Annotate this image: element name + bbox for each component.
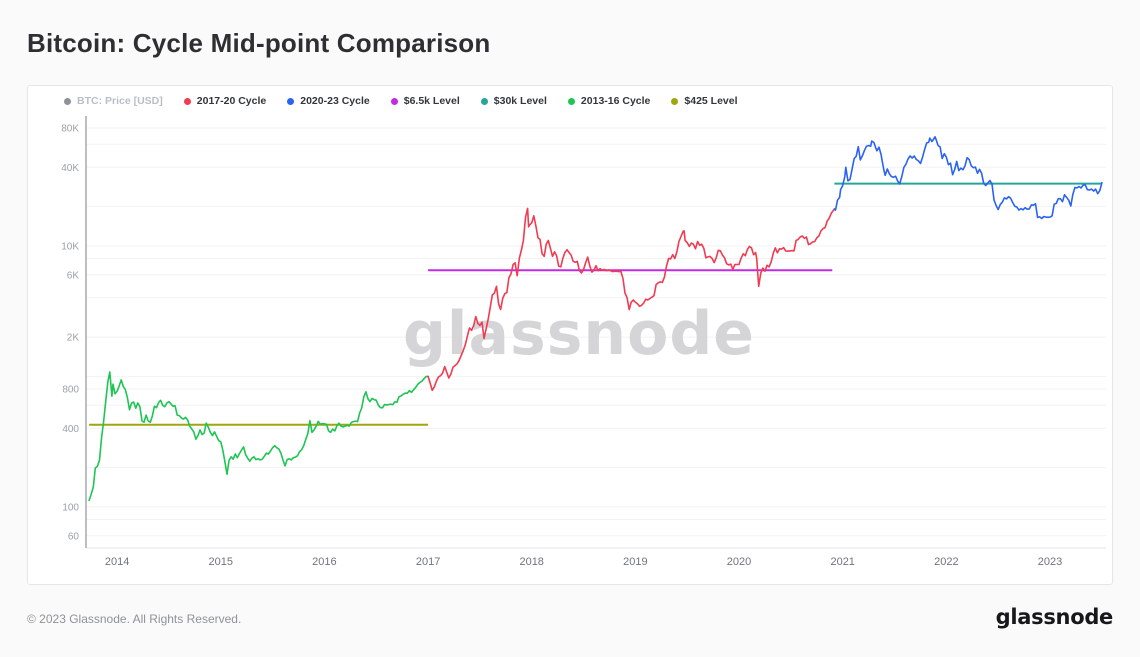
series-2020-23-cycle[interactable] [833,135,1103,220]
legend-dot-2017-20-cycle [183,97,191,105]
legend-item-2013-16-cycle[interactable]: 2013-16 Cycle [567,95,651,107]
legend-label: 2017-20 Cycle [196,95,267,107]
y-tick-label: 2K [67,333,80,344]
legend-item-30k-level[interactable]: $30k Level [480,95,547,107]
legend-item-425-level[interactable]: $425 Level [671,95,738,107]
y-tick-label: 6K [67,270,80,281]
legend-label: 2013-16 Cycle [580,95,651,107]
legend-dot-6-5k-level [390,97,398,105]
x-tick-label: 2022 [934,556,958,568]
legend-label: $425 Level [684,95,738,107]
copyright-text: © 2023 Glassnode. All Rights Reserved. [27,612,242,626]
x-tick-label: 2016 [312,556,336,568]
watermark: glassnode [403,299,755,369]
x-tick-label: 2021 [830,556,854,568]
y-tick-label: 100 [62,502,79,513]
series-2013-16-cycle[interactable] [88,371,429,502]
price-chart[interactable]: glassnode 80K 40K 10K 6K 2K 800 400 100 60 2014 20… [28,86,1114,586]
y-tick-label: 400 [62,424,79,435]
x-tick-label: 2015 [209,556,233,568]
y-tick-label: 10K [61,241,79,252]
legend-dot-30k-level [480,97,488,105]
y-tick-label: 40K [61,163,79,174]
legend-item-btc-price[interactable]: BTC: Price [USD] [64,95,163,107]
x-tick-label: 2014 [105,556,129,568]
x-tick-label: 2017 [416,556,440,568]
y-tick-label: 60 [68,531,80,542]
legend-item-2017-20-cycle[interactable]: 2017-20 Cycle [183,95,267,107]
series-2017-20-cycle[interactable] [427,207,836,392]
y-tick-label: 80K [61,124,79,135]
chart-card: BTC: Price [USD] 2017-20 Cycle 2020-23 C… [27,85,1113,585]
legend-item-2020-23-cycle[interactable]: 2020-23 Cycle [287,95,370,107]
legend-label: $30k Level [493,95,547,107]
y-tick-label: 800 [62,385,79,396]
legend-dot-2020-23-cycle [287,97,295,105]
glassnode-logo: glassnode [995,605,1114,629]
legend-label: 2020-23 Cycle [300,95,370,107]
x-tick-label: 2023 [1038,556,1062,568]
legend-label: $6.5k Level [403,95,460,107]
x-tick-label: 2020 [727,556,751,568]
legend-dot-btc-price [64,97,71,105]
x-tick-label: 2019 [623,556,647,568]
legend-item-6-5k-level[interactable]: $6.5k Level [390,95,460,107]
x-tick-label: 2018 [519,556,543,568]
legend-dot-425-level [671,97,679,105]
legend-label: BTC: Price [USD] [77,95,163,107]
page-title: Bitcoin: Cycle Mid-point Comparison [27,28,491,58]
legend-dot-2013-16-cycle [567,97,575,105]
chart-legend: BTC: Price [USD] 2017-20 Cycle 2020-23 C… [64,95,738,107]
